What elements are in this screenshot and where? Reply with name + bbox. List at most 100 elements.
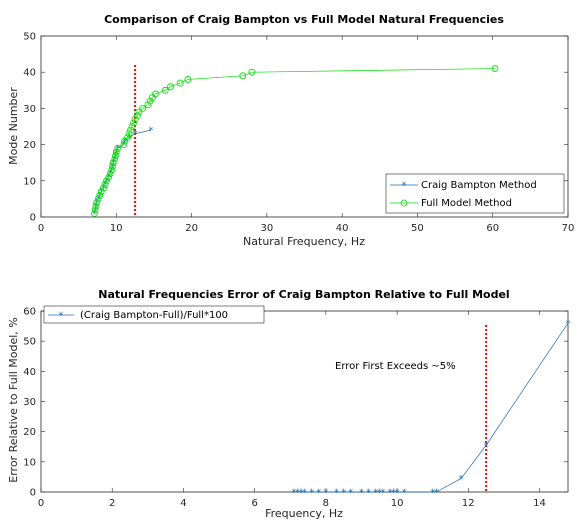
x-tick-label: 4 [180,498,186,509]
y-tick-label: 50 [23,32,36,43]
data-point [184,76,192,83]
data-point [105,173,113,181]
y-tick-label: 30 [23,397,36,408]
data-point [248,68,256,76]
data-point: * [148,126,153,137]
data-point [130,119,138,127]
data-point [176,79,184,87]
x-tick-label: 20 [185,223,198,234]
data-point [491,65,499,72]
x-tick-label: 12 [462,498,475,509]
data-point [112,152,119,159]
data-point: * [395,488,400,499]
data-point [93,199,101,206]
data-point [139,105,147,112]
data-point: * [434,488,439,499]
y-tick-label: 40 [23,68,36,79]
data-point: * [566,319,571,330]
annotation: Error First Exceeds ~5% [335,361,456,372]
data-point: * [316,488,321,499]
legend-box [385,173,565,214]
y-axis-label: Mode Number [7,87,20,165]
data-point [161,86,169,94]
y-tick-label: 0 [30,213,36,224]
x-tick-label: 50 [411,223,424,234]
y-tick-label: 0 [30,488,36,499]
legend-marker-circle [400,199,408,207]
data-point: * [106,173,111,184]
legend-box [43,305,265,324]
y-tick-label: 60 [23,307,36,318]
data-point: * [377,488,382,499]
legend-label-craig-bampton: Craig Bampton Method [421,180,537,191]
data-point: * [366,488,371,499]
x-tick-label: 10 [391,498,404,509]
data-point [120,141,128,149]
data-point: * [430,488,435,499]
legend: * (Craig Bampton-Full)/Full*100 [43,305,265,324]
x-tick-label: 8 [323,498,329,509]
x-tick-label: 2 [109,498,115,509]
data-point [125,130,133,138]
data-point [135,108,143,116]
data-point: * [459,474,464,485]
legend-label-full-model: Full Model Method [421,198,512,209]
frequency-comparison-plot: Comparison of Craig Bampton vs Full Mode… [7,13,574,248]
x-tick-label: 0 [38,498,44,509]
data-point [106,170,114,177]
data-point [128,123,136,130]
data-marks: ************************ [91,65,499,220]
data-point [133,112,141,120]
y-tick-label: 10 [23,176,36,187]
data-point [131,115,139,123]
data-point [146,97,154,105]
data-point: * [101,184,106,195]
data-point [94,195,102,203]
data-point [109,159,117,167]
chart-title: Comparison of Craig Bampton vs Full Mode… [104,13,504,26]
data-point: * [133,129,138,140]
x-ticks: 0 10 20 30 40 50 60 70 [38,36,574,234]
data-point: * [484,441,489,452]
data-point [144,101,152,109]
data-point: * [348,488,353,499]
x-tick-label: 10 [110,223,123,234]
data-point [114,144,122,152]
data-point: * [121,140,126,151]
data-point: * [359,488,364,499]
y-tick-label: 20 [23,140,36,151]
x-ticks: 0 2 4 6 8 10 12 14 [38,311,546,509]
x-axis-label: Natural Frequency, Hz [243,235,365,248]
x-tick-label: 60 [486,223,499,234]
data-point: * [341,488,346,499]
y-tick-label: 10 [23,457,36,468]
y-tick-label: 30 [23,104,36,115]
data-point [167,83,174,91]
data-point [109,162,116,170]
data-point [108,166,116,174]
data-point [127,126,134,134]
plot-area [40,310,569,493]
x-tick-label: 40 [336,223,349,234]
data-point [103,177,110,185]
data-point: * [380,488,385,499]
x-axis-label: Frequency, Hz [265,507,343,520]
data-point [92,202,100,210]
data-point: * [298,488,303,499]
data-point [96,191,104,199]
data-point: * [373,488,378,499]
y-tick-label: 20 [23,427,36,438]
data-point: * [323,488,328,499]
data-point [239,72,247,80]
data-point [97,188,105,196]
chart-title: Natural Frequencies Error of Craig Bampt… [98,288,509,301]
data-point: * [402,488,407,499]
legend-marker-star: * [59,311,64,322]
y-tick-label: 40 [23,367,36,378]
y-ticks: 0 10 20 30 40 50 [23,32,568,224]
y-axis-label: Error Relative to Full Model, % [7,317,20,482]
x-tick-label: 6 [251,498,257,509]
data-point: * [291,488,296,499]
data-point [152,90,159,98]
legend-marker-star: * [402,181,407,192]
